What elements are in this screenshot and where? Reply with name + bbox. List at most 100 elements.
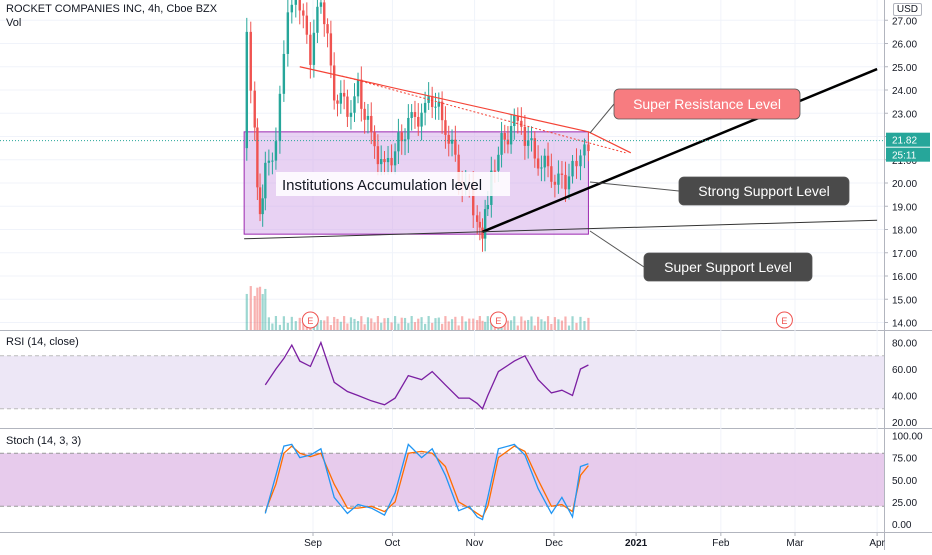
candle-body <box>379 159 383 165</box>
price-tick-label: 23.00 <box>892 109 917 120</box>
volume-bar <box>410 316 413 330</box>
price-tick-label: 19.00 <box>892 202 917 213</box>
rsi-indicator-label[interactable]: RSI (14, close) <box>6 336 79 348</box>
earnings-marker-label: E <box>495 316 501 326</box>
candle-body <box>430 95 434 108</box>
volume-bar <box>587 317 590 330</box>
volume-bar <box>336 318 339 330</box>
candle-body <box>500 133 503 155</box>
candle-body <box>323 2 326 25</box>
volume-bar <box>286 322 289 330</box>
candle-body <box>309 34 312 65</box>
candle-body <box>447 134 450 144</box>
candle-body <box>457 154 460 182</box>
volume-bar <box>484 321 487 330</box>
super-resistance-callout-pointer <box>589 103 615 134</box>
last-price-tag <box>886 132 930 147</box>
countdown-tag-label: 25:11 <box>892 151 917 162</box>
volume-bar <box>271 323 274 330</box>
candle-body <box>440 101 444 121</box>
stoch-tick-label: 75.00 <box>892 454 917 465</box>
accumulation-label-bg <box>276 172 510 196</box>
candle-body <box>546 155 550 167</box>
volume-bar <box>274 316 278 330</box>
volume-bar <box>476 320 479 330</box>
candle-body <box>579 155 582 167</box>
candle-body <box>564 174 567 190</box>
volume-bar <box>575 322 578 330</box>
time-tick-label: Nov <box>466 538 484 549</box>
volume-bar <box>527 319 530 330</box>
candle-body <box>434 106 437 108</box>
candle-body <box>420 112 423 127</box>
volume-bar <box>413 322 417 330</box>
price-tick-label: 20.00 <box>892 179 917 190</box>
volume-bar <box>478 316 481 330</box>
volume-bar <box>319 320 323 330</box>
candle-body <box>407 117 410 140</box>
volume-bar <box>380 322 383 330</box>
super-support-trendline <box>244 219 878 240</box>
strong-support-trendline <box>482 67 878 233</box>
candle-body <box>533 138 536 159</box>
earnings-marker-label: E <box>781 316 787 326</box>
volume-bar <box>356 321 360 330</box>
volume-bar <box>579 316 582 330</box>
time-tick-label: 2021 <box>625 538 648 549</box>
volume-bar <box>472 318 475 330</box>
volume-bar <box>543 321 546 330</box>
price-tick-label: 25.00 <box>892 63 917 74</box>
volume-bar <box>390 322 393 330</box>
volume-bar <box>437 317 440 330</box>
volume-bar <box>424 323 427 330</box>
volume-bar <box>571 316 574 330</box>
rsi-tick-label: 40.00 <box>892 392 917 403</box>
candle-body <box>560 173 564 175</box>
volume-bar <box>249 286 252 330</box>
candle-body <box>274 141 278 161</box>
candle-body <box>583 144 586 156</box>
rsi-line <box>264 340 589 410</box>
volume-bar <box>509 320 513 330</box>
volume-bar <box>353 318 356 330</box>
candle-body <box>305 15 309 35</box>
earnings-marker <box>301 311 319 329</box>
countdown-tag <box>886 147 930 162</box>
candle-body <box>450 139 454 144</box>
strong-support-callout-pointer <box>589 181 680 192</box>
candle-body <box>410 112 413 118</box>
volume-bar <box>298 317 301 330</box>
candle-body <box>346 96 349 117</box>
volume-bar <box>540 319 543 330</box>
candle-body <box>483 209 487 239</box>
stoch-d-line <box>264 445 589 518</box>
volume-bar <box>564 316 567 330</box>
volume-bar <box>360 316 363 330</box>
volume-bar <box>258 286 262 330</box>
candle-body <box>286 12 290 54</box>
volume-bar <box>450 319 454 330</box>
volume-bar <box>370 318 373 330</box>
candle-body <box>475 215 479 222</box>
candle-body <box>373 132 376 147</box>
candle-body <box>506 139 510 145</box>
stoch-tick-label: 100.00 <box>892 432 923 443</box>
candle-body <box>316 6 319 33</box>
volume-bar <box>373 322 376 330</box>
time-tick-label: Oct <box>385 538 401 549</box>
candle-body <box>543 155 546 168</box>
stoch-indicator-label[interactable]: Stoch (14, 3, 3) <box>6 435 82 447</box>
candle-body <box>258 187 262 215</box>
volume-bar <box>386 317 390 330</box>
volume-bar <box>290 316 293 330</box>
currency-button[interactable]: USD <box>892 3 922 16</box>
candle-body <box>370 115 373 133</box>
volume-bar <box>506 320 510 330</box>
candle-body <box>444 120 447 135</box>
candle-body <box>516 115 520 121</box>
candle-body <box>454 139 457 155</box>
stoch-tick-label: 0.00 <box>892 520 912 531</box>
candle-body <box>332 65 336 101</box>
volume-label: Vol <box>6 17 22 29</box>
